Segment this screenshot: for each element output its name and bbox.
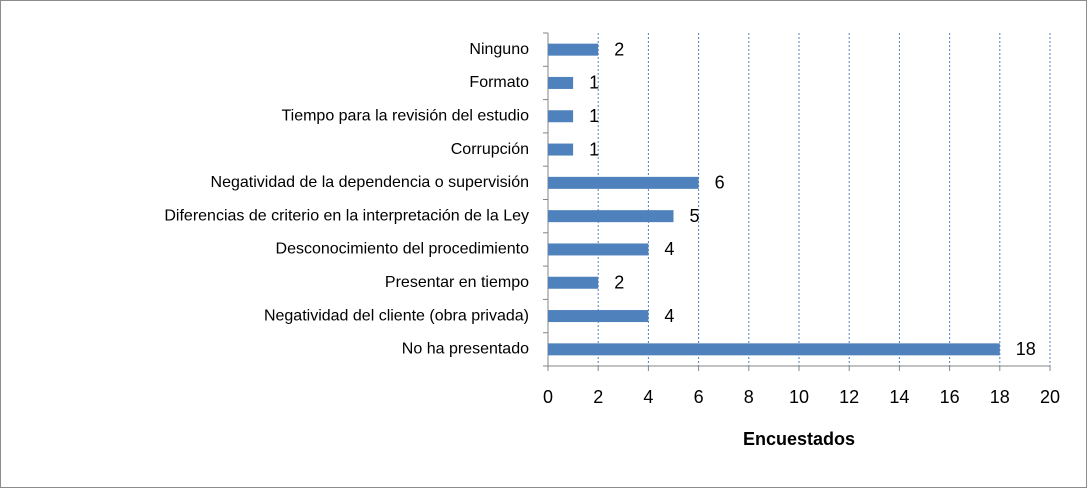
y-tick-label: Desconocimiento del procedimiento [276,241,530,258]
value-label: 4 [664,306,674,326]
x-tick-label: 8 [744,387,754,407]
x-tick-label: 2 [593,387,603,407]
value-label: 4 [664,239,674,259]
y-tick-label: Negatividad de la dependencia o supervis… [211,174,529,191]
bar [548,276,599,289]
value-label: 2 [614,273,624,293]
bar [548,176,699,189]
x-tick-label: 16 [940,387,960,407]
x-tick-label: 20 [1040,387,1060,407]
value-label: 18 [1016,339,1036,359]
x-tick-label: 4 [643,387,653,407]
y-tick-label: Corrupción [451,141,529,158]
x-tick-label: 10 [789,387,809,407]
value-label: 2 [614,39,624,59]
bar [548,243,649,256]
y-tick-label: No ha presentado [402,341,529,358]
value-label: 1 [589,139,599,159]
value-label: 1 [589,106,599,126]
x-tick-label: 14 [889,387,909,407]
value-label: 5 [690,206,700,226]
y-tick-label: Diferencias de criterio en la interpreta… [164,207,529,224]
bar [548,343,1000,356]
bar [548,43,599,56]
y-tick-label: Negatividad del cliente (obra privada) [264,307,529,324]
bar [548,143,574,156]
bar [548,210,674,223]
x-tick-label: 12 [839,387,859,407]
y-tick-label: Formato [469,74,529,91]
x-axis-title: Encuestados [743,429,855,449]
bar [548,110,574,123]
x-tick-label: 0 [543,387,553,407]
y-tick-label: Presentar en tiempo [385,274,529,291]
value-label: 1 [589,73,599,93]
value-label: 6 [715,173,725,193]
bar [548,76,574,89]
y-tick-label: Ninguno [469,41,529,58]
x-tick-label: 18 [990,387,1010,407]
y-tick-label: Tiempo para la revisión del estudio [281,107,529,124]
bar [548,310,649,323]
x-tick-label: 6 [694,387,704,407]
